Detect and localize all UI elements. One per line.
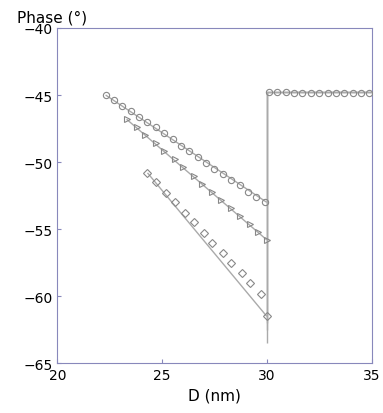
X-axis label: D (nm): D (nm) (188, 388, 241, 403)
Text: Phase (°): Phase (°) (16, 11, 87, 26)
